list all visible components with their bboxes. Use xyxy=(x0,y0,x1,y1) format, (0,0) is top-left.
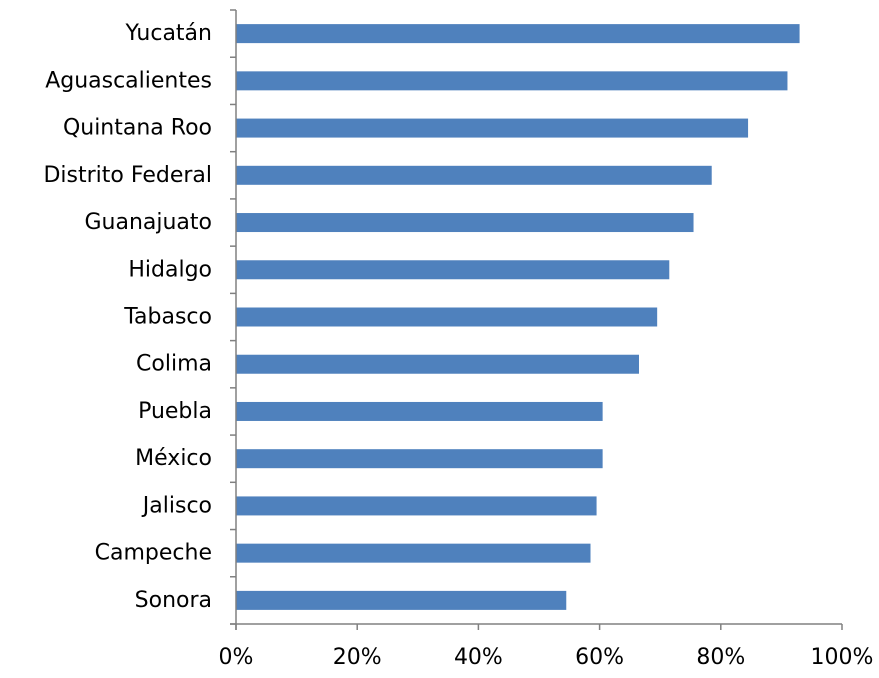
x-tick-label: 60% xyxy=(575,645,624,670)
bar-yucatán xyxy=(236,24,800,44)
category-labels: Yucatán Aguascalientes Quintana Roo Distrit… xyxy=(43,21,212,613)
bar-méxico xyxy=(236,449,603,469)
bar-campeche xyxy=(236,543,591,563)
bar-jalisco xyxy=(236,496,597,516)
bars-group xyxy=(236,24,800,610)
axis-ticks xyxy=(230,9,843,630)
category-label: Colima xyxy=(136,352,212,377)
category-label: Aguascalientes xyxy=(45,68,212,93)
x-tick-label: 80% xyxy=(696,645,745,670)
bar-guanajuato xyxy=(236,213,694,233)
bar-distrito-federal xyxy=(236,165,712,185)
bar-quintana-roo xyxy=(236,118,749,138)
x-tick-label: 100% xyxy=(811,645,874,670)
category-label: Tabasco xyxy=(123,305,212,330)
bar-sonora xyxy=(236,590,567,610)
x-tick-label: 20% xyxy=(333,645,382,670)
category-label: México xyxy=(135,446,212,471)
category-label: Distrito Federal xyxy=(43,163,212,188)
category-label: Sonora xyxy=(135,588,212,613)
bar-puebla xyxy=(236,401,603,421)
category-label: Puebla xyxy=(138,399,212,424)
category-label: Hidalgo xyxy=(128,257,212,282)
x-tick-label: 40% xyxy=(454,645,503,670)
category-label: Guanajuato xyxy=(84,210,212,235)
category-label: Quintana Roo xyxy=(63,116,212,141)
category-label: Jalisco xyxy=(141,493,212,518)
category-label: Yucatán xyxy=(125,21,213,46)
bar-aguascalientes xyxy=(236,71,788,91)
x-tick-labels: 0% 20% 40% 60% 80% 100% xyxy=(219,645,874,670)
x-tick-label: 0% xyxy=(219,645,254,670)
category-label: Campeche xyxy=(95,541,212,566)
bar-hidalgo xyxy=(236,260,670,280)
bar-colima xyxy=(236,354,639,374)
bar-tabasco xyxy=(236,307,658,327)
